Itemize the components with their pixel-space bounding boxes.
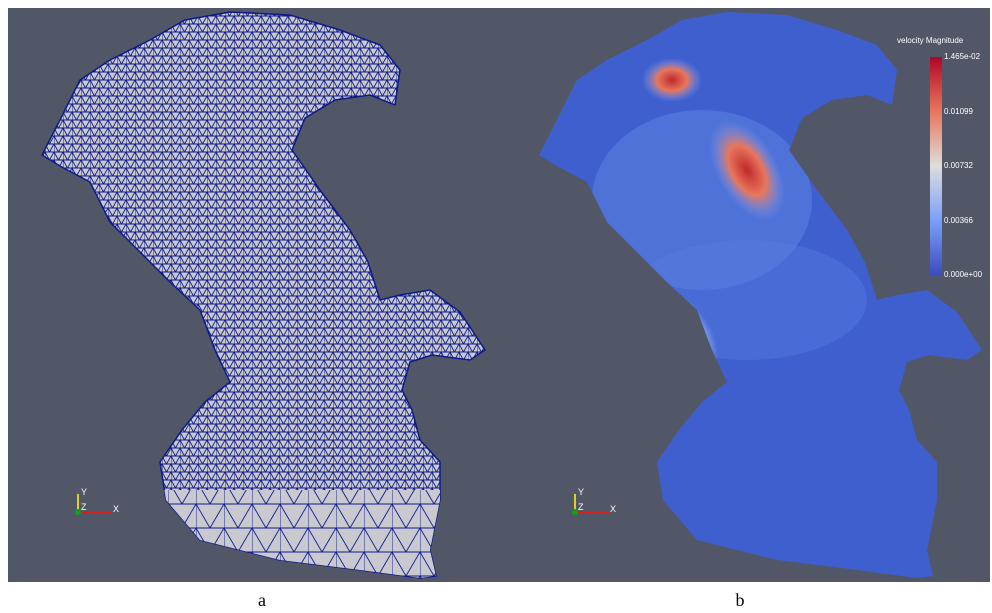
colorbar-label: 0.00732 [944, 161, 973, 170]
axis-z-label: Z [578, 502, 584, 512]
axis-z-label: Z [81, 502, 87, 512]
caption: a [258, 590, 266, 610]
colorbar-label: 0.000e+00 [944, 270, 983, 279]
colorbar-title: velocity Magnitude [897, 36, 964, 45]
colorbar-label: 0.00366 [944, 216, 973, 225]
axis-y-label: Y [81, 487, 87, 497]
colorbar [930, 57, 942, 275]
colorbar-label: 0.01099 [944, 107, 973, 116]
caption: b [736, 590, 745, 610]
colorbar-label: 1.465e-02 [944, 52, 981, 61]
axis-x-label: X [610, 504, 616, 514]
figure: Y Z X velocity Magnitude 1.465e-02 0.010… [0, 0, 992, 613]
axis-y-label: Y [578, 487, 584, 497]
axis-x-label: X [113, 504, 119, 514]
